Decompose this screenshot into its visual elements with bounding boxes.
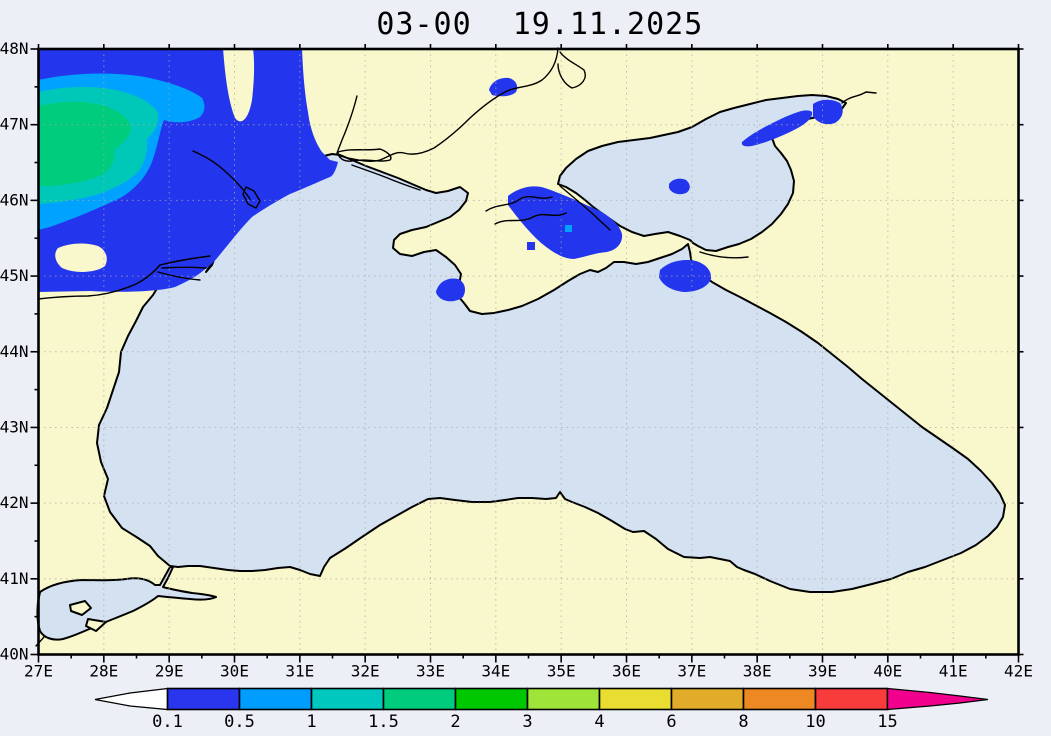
colorbar-tick-label: 6: [666, 712, 676, 732]
precip-blob-don-delta: [813, 99, 843, 125]
colorbar-tick-label: 0.1: [152, 712, 183, 732]
dnieper-river: [339, 47, 559, 162]
y-axis-label: 45N: [0, 266, 29, 285]
precip-blob-sivash: [508, 186, 623, 259]
precip-dot-crimea: [527, 242, 535, 250]
danube-branch-north: [159, 255, 211, 266]
x-axis-label: 39E: [808, 662, 837, 681]
colorbar-above-max-arrow: [886, 687, 989, 711]
x-axis-label: 28E: [89, 662, 118, 681]
danube-river: [37, 264, 161, 300]
dniester-estuary: [242, 186, 261, 209]
title-time: 03-00: [376, 7, 471, 42]
colorbar-segment: [166, 687, 241, 711]
colorbar-segment: [742, 687, 817, 711]
y-axis-label: 40N: [0, 645, 29, 664]
axis-ticks: [30, 44, 1024, 663]
sivash-lagoon-line1: [485, 196, 553, 212]
colorbar-tick-label: 4: [594, 712, 604, 732]
dniester-river: [192, 150, 251, 200]
y-axis-label: 41N: [0, 569, 29, 588]
bug-river: [336, 95, 358, 154]
colorbar-tick-label: 8: [738, 712, 748, 732]
x-axis-label: 42E: [1004, 662, 1033, 681]
x-axis-label: 36E: [612, 662, 641, 681]
map-title: 03-00 19.11.2025: [376, 7, 704, 42]
y-axis-labels: 40N 41N 42N 43N 44N 45N 46N 47N 48N: [0, 39, 29, 664]
colorbar-segment: [238, 687, 313, 711]
x-axis-label: 35E: [547, 662, 576, 681]
colorbar-tick-label: 10: [805, 712, 825, 732]
precip-blob-taman: [659, 260, 712, 292]
precip-blob-sevastopol: [436, 278, 466, 302]
dnieper-bug-estuary: [337, 148, 392, 162]
colorbar-segment: [310, 687, 385, 711]
y-axis-label: 44N: [0, 342, 29, 361]
precip-blob-taganrog: [741, 110, 813, 147]
colorbar-segment: [814, 687, 889, 711]
x-axis-label: 34E: [481, 662, 510, 681]
marmara-island: [69, 600, 92, 616]
colorbar: 0.1 0.5 1 1.5 2 3 4 6 8 10 15: [94, 687, 989, 732]
danube-branch-mid: [161, 266, 207, 269]
danube-branch-south: [157, 271, 201, 281]
colorbar-tick-labels: 0.1 0.5 1 1.5 2 3 4 6 8 10 15: [152, 712, 898, 732]
x-axis-labels: 27E 28E 29E 30E 31E 32E 33E 34E 35E 36E 37E 38E 39E 4…: [24, 662, 1033, 681]
precip-blob-northwest-level4: [38, 101, 131, 186]
tendra-spit: [351, 164, 421, 191]
don-river: [841, 91, 877, 104]
kuban-river: [699, 251, 749, 259]
title-date: 19.11.2025: [513, 7, 704, 42]
x-axis-label: 41E: [939, 662, 968, 681]
x-axis-label: 27E: [24, 662, 53, 681]
graticule: [38, 49, 1019, 655]
y-axis-label: 48N: [0, 39, 29, 58]
colorbar-segment: [454, 687, 529, 711]
precip-pixel-sivash-level2: [565, 225, 572, 232]
colorbar-tick-label: 2: [450, 712, 460, 732]
dnieper-bend: [557, 51, 586, 89]
y-axis-label: 43N: [0, 417, 29, 436]
colorbar-segment: [382, 687, 457, 711]
river-layer: [35, 47, 877, 647]
marmara-peninsula: [85, 618, 107, 632]
colorbar-cells: [166, 687, 889, 711]
x-axis-label: 38E: [743, 662, 772, 681]
colorbar-tick-label: 3: [522, 712, 532, 732]
precip-blob-mid-azov: [669, 178, 690, 195]
x-axis-label: 31E: [285, 662, 314, 681]
x-axis-label: 30E: [220, 662, 249, 681]
colorbar-segment: [598, 687, 673, 711]
x-axis-label: 29E: [155, 662, 184, 681]
precipitation-layer: [38, 48, 843, 302]
x-axis-label: 33E: [416, 662, 445, 681]
colorbar-segment: [670, 687, 745, 711]
colorbar-tick-label: 0.5: [224, 712, 255, 732]
y-axis-label: 42N: [0, 493, 29, 512]
x-axis-label: 40E: [873, 662, 902, 681]
colorbar-tick-label: 1.5: [368, 712, 399, 732]
sivash-lagoon-line2: [494, 212, 567, 225]
arabat-spit: [559, 185, 611, 231]
y-axis-label: 46N: [0, 190, 29, 209]
y-axis-label: 47N: [0, 115, 29, 134]
x-axis-label: 32E: [351, 662, 380, 681]
colorbar-segment: [526, 687, 601, 711]
x-axis-label: 37E: [677, 662, 706, 681]
colorbar-tick-label: 1: [306, 712, 316, 732]
colorbar-tick-label: 15: [877, 712, 897, 732]
